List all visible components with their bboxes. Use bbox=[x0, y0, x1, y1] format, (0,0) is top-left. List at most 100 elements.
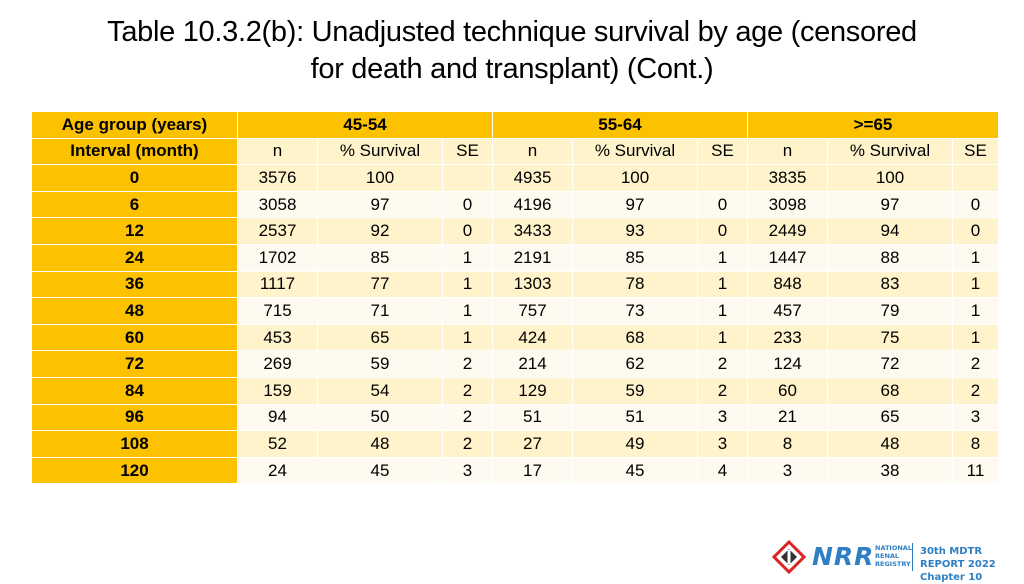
age-group-header: Age group (years) bbox=[31, 111, 238, 139]
cell-se-65-plus: 1 bbox=[951, 243, 1000, 272]
table-row: 72 269 59 2 214 62 2 124 72 2 bbox=[31, 350, 1000, 378]
cell-se-65-plus: 3 bbox=[951, 403, 1000, 432]
cell-se-45-54: 2 bbox=[442, 430, 493, 458]
cell-survival-45-54: 48 bbox=[317, 430, 443, 458]
logo-small-text: NATIONAL RENAL REGISTRY bbox=[875, 544, 912, 568]
cell-survival-55-64: 85 bbox=[572, 243, 698, 272]
cell-n-55-64: 214 bbox=[492, 350, 573, 378]
table-row: 48 715 71 1 757 73 1 457 79 1 bbox=[31, 297, 1000, 325]
table-row: 0 3576 100 4935 100 3835 100 bbox=[31, 164, 1000, 192]
interval-cell: 0 bbox=[31, 164, 238, 192]
cell-n-45-54: 3576 bbox=[237, 164, 318, 192]
cell-n-55-64: 4935 bbox=[492, 164, 573, 192]
report-label: 30th MDTR REPORT 2022 Chapter 10 bbox=[920, 545, 1024, 584]
cell-se-45-54: 3 bbox=[442, 456, 493, 485]
cell-n-65-plus: 8 bbox=[747, 430, 828, 458]
cell-n-65-plus: 1447 bbox=[747, 243, 828, 272]
cell-se-45-54: 1 bbox=[442, 243, 493, 272]
cell-n-55-64: 3433 bbox=[492, 217, 573, 245]
cell-survival-65-plus: 97 bbox=[827, 190, 953, 219]
cell-n-65-plus: 124 bbox=[747, 350, 828, 378]
cell-survival-45-54: 77 bbox=[317, 270, 443, 299]
group-header-row: Age group (years) 45-54 55-64 >=65 bbox=[31, 111, 1000, 139]
subheader-row: Interval (month) n % Survival SE n % Sur… bbox=[31, 137, 1000, 166]
cell-survival-65-plus: 75 bbox=[827, 323, 953, 352]
page-title: Table 10.3.2(b): Unadjusted technique su… bbox=[0, 14, 1024, 88]
logo-line-registry: REGISTRY bbox=[875, 560, 911, 568]
title-line-2: for death and transplant) (Cont.) bbox=[310, 53, 714, 85]
cell-se-55-64: 1 bbox=[697, 270, 748, 299]
table-row: 60 453 65 1 424 68 1 233 75 1 bbox=[31, 323, 1000, 352]
cell-n-55-64: 51 bbox=[492, 403, 573, 432]
cell-se-65-plus: 2 bbox=[951, 376, 1000, 405]
cell-se-55-64: 0 bbox=[697, 190, 748, 219]
logo-wordmark: NRR bbox=[812, 542, 875, 571]
cell-survival-45-54: 71 bbox=[317, 297, 443, 325]
table-row: 36 1117 77 1 1303 78 1 848 83 1 bbox=[31, 270, 1000, 299]
cell-survival-45-54: 50 bbox=[317, 403, 443, 432]
cell-se-65-plus: 2 bbox=[951, 350, 1000, 378]
logo-divider bbox=[912, 543, 913, 571]
subheader-survival: % Survival bbox=[572, 137, 698, 166]
interval-header: Interval (month) bbox=[31, 137, 238, 166]
cell-n-55-64: 424 bbox=[492, 323, 573, 352]
cell-se-55-64: 1 bbox=[697, 323, 748, 352]
interval-cell: 48 bbox=[31, 297, 238, 325]
cell-n-65-plus: 848 bbox=[747, 270, 828, 299]
interval-cell: 120 bbox=[31, 456, 238, 485]
cell-n-55-64: 17 bbox=[492, 456, 573, 485]
cell-n-65-plus: 233 bbox=[747, 323, 828, 352]
cell-n-65-plus: 2449 bbox=[747, 217, 828, 245]
nrr-logo: NRR NATIONAL RENAL REGISTRY 30th MDTR RE… bbox=[772, 540, 1024, 583]
group-header-65-plus: >=65 bbox=[746, 111, 1000, 139]
cell-se-65-plus: 1 bbox=[951, 297, 1000, 325]
cell-n-65-plus: 60 bbox=[747, 376, 828, 405]
subheader-se: SE bbox=[697, 137, 748, 166]
subheader-n: n bbox=[747, 137, 828, 166]
cell-se-45-54: 1 bbox=[442, 297, 493, 325]
cell-survival-45-54: 100 bbox=[317, 164, 443, 192]
logo-line-national: NATIONAL bbox=[875, 544, 912, 552]
cell-survival-65-plus: 100 bbox=[827, 164, 953, 192]
cell-survival-55-64: 49 bbox=[572, 430, 698, 458]
interval-cell: 36 bbox=[31, 270, 238, 299]
cell-se-45-54: 0 bbox=[442, 190, 493, 219]
subheader-survival: % Survival bbox=[317, 137, 443, 166]
interval-cell: 108 bbox=[31, 430, 238, 458]
cell-survival-55-64: 78 bbox=[572, 270, 698, 299]
title-line-1: Table 10.3.2(b): Unadjusted technique su… bbox=[107, 16, 917, 48]
interval-cell: 72 bbox=[31, 350, 238, 378]
cell-se-55-64: 1 bbox=[697, 243, 748, 272]
interval-cell: 60 bbox=[31, 323, 238, 352]
cell-se-65-plus: 8 bbox=[951, 430, 1000, 458]
cell-survival-55-64: 45 bbox=[572, 456, 698, 485]
cell-survival-45-54: 59 bbox=[317, 350, 443, 378]
cell-se-55-64 bbox=[697, 164, 748, 192]
cell-n-65-plus: 457 bbox=[747, 297, 828, 325]
table-row: 120 24 45 3 17 45 4 3 38 11 bbox=[31, 456, 1000, 485]
cell-n-65-plus: 3 bbox=[747, 456, 828, 485]
cell-survival-45-54: 97 bbox=[317, 190, 443, 219]
cell-n-65-plus: 3098 bbox=[747, 190, 828, 219]
cell-n-55-64: 4196 bbox=[492, 190, 573, 219]
subheader-n: n bbox=[492, 137, 573, 166]
group-header-45-54: 45-54 bbox=[237, 111, 493, 139]
cell-se-65-plus: 0 bbox=[951, 217, 1000, 245]
cell-n-65-plus: 3835 bbox=[747, 164, 828, 192]
cell-survival-45-54: 85 bbox=[317, 243, 443, 272]
cell-se-45-54: 1 bbox=[442, 270, 493, 299]
cell-n-45-54: 52 bbox=[237, 430, 318, 458]
cell-survival-55-64: 62 bbox=[572, 350, 698, 378]
cell-n-45-54: 269 bbox=[237, 350, 318, 378]
group-header-55-64: 55-64 bbox=[492, 111, 748, 139]
cell-n-65-plus: 21 bbox=[747, 403, 828, 432]
cell-survival-45-54: 65 bbox=[317, 323, 443, 352]
cell-survival-55-64: 59 bbox=[572, 376, 698, 405]
cell-se-55-64: 2 bbox=[697, 376, 748, 405]
cell-n-45-54: 715 bbox=[237, 297, 318, 325]
cell-se-55-64: 1 bbox=[697, 297, 748, 325]
cell-se-55-64: 0 bbox=[697, 217, 748, 245]
cell-survival-55-64: 51 bbox=[572, 403, 698, 432]
cell-survival-65-plus: 48 bbox=[827, 430, 953, 458]
cell-n-45-54: 3058 bbox=[237, 190, 318, 219]
